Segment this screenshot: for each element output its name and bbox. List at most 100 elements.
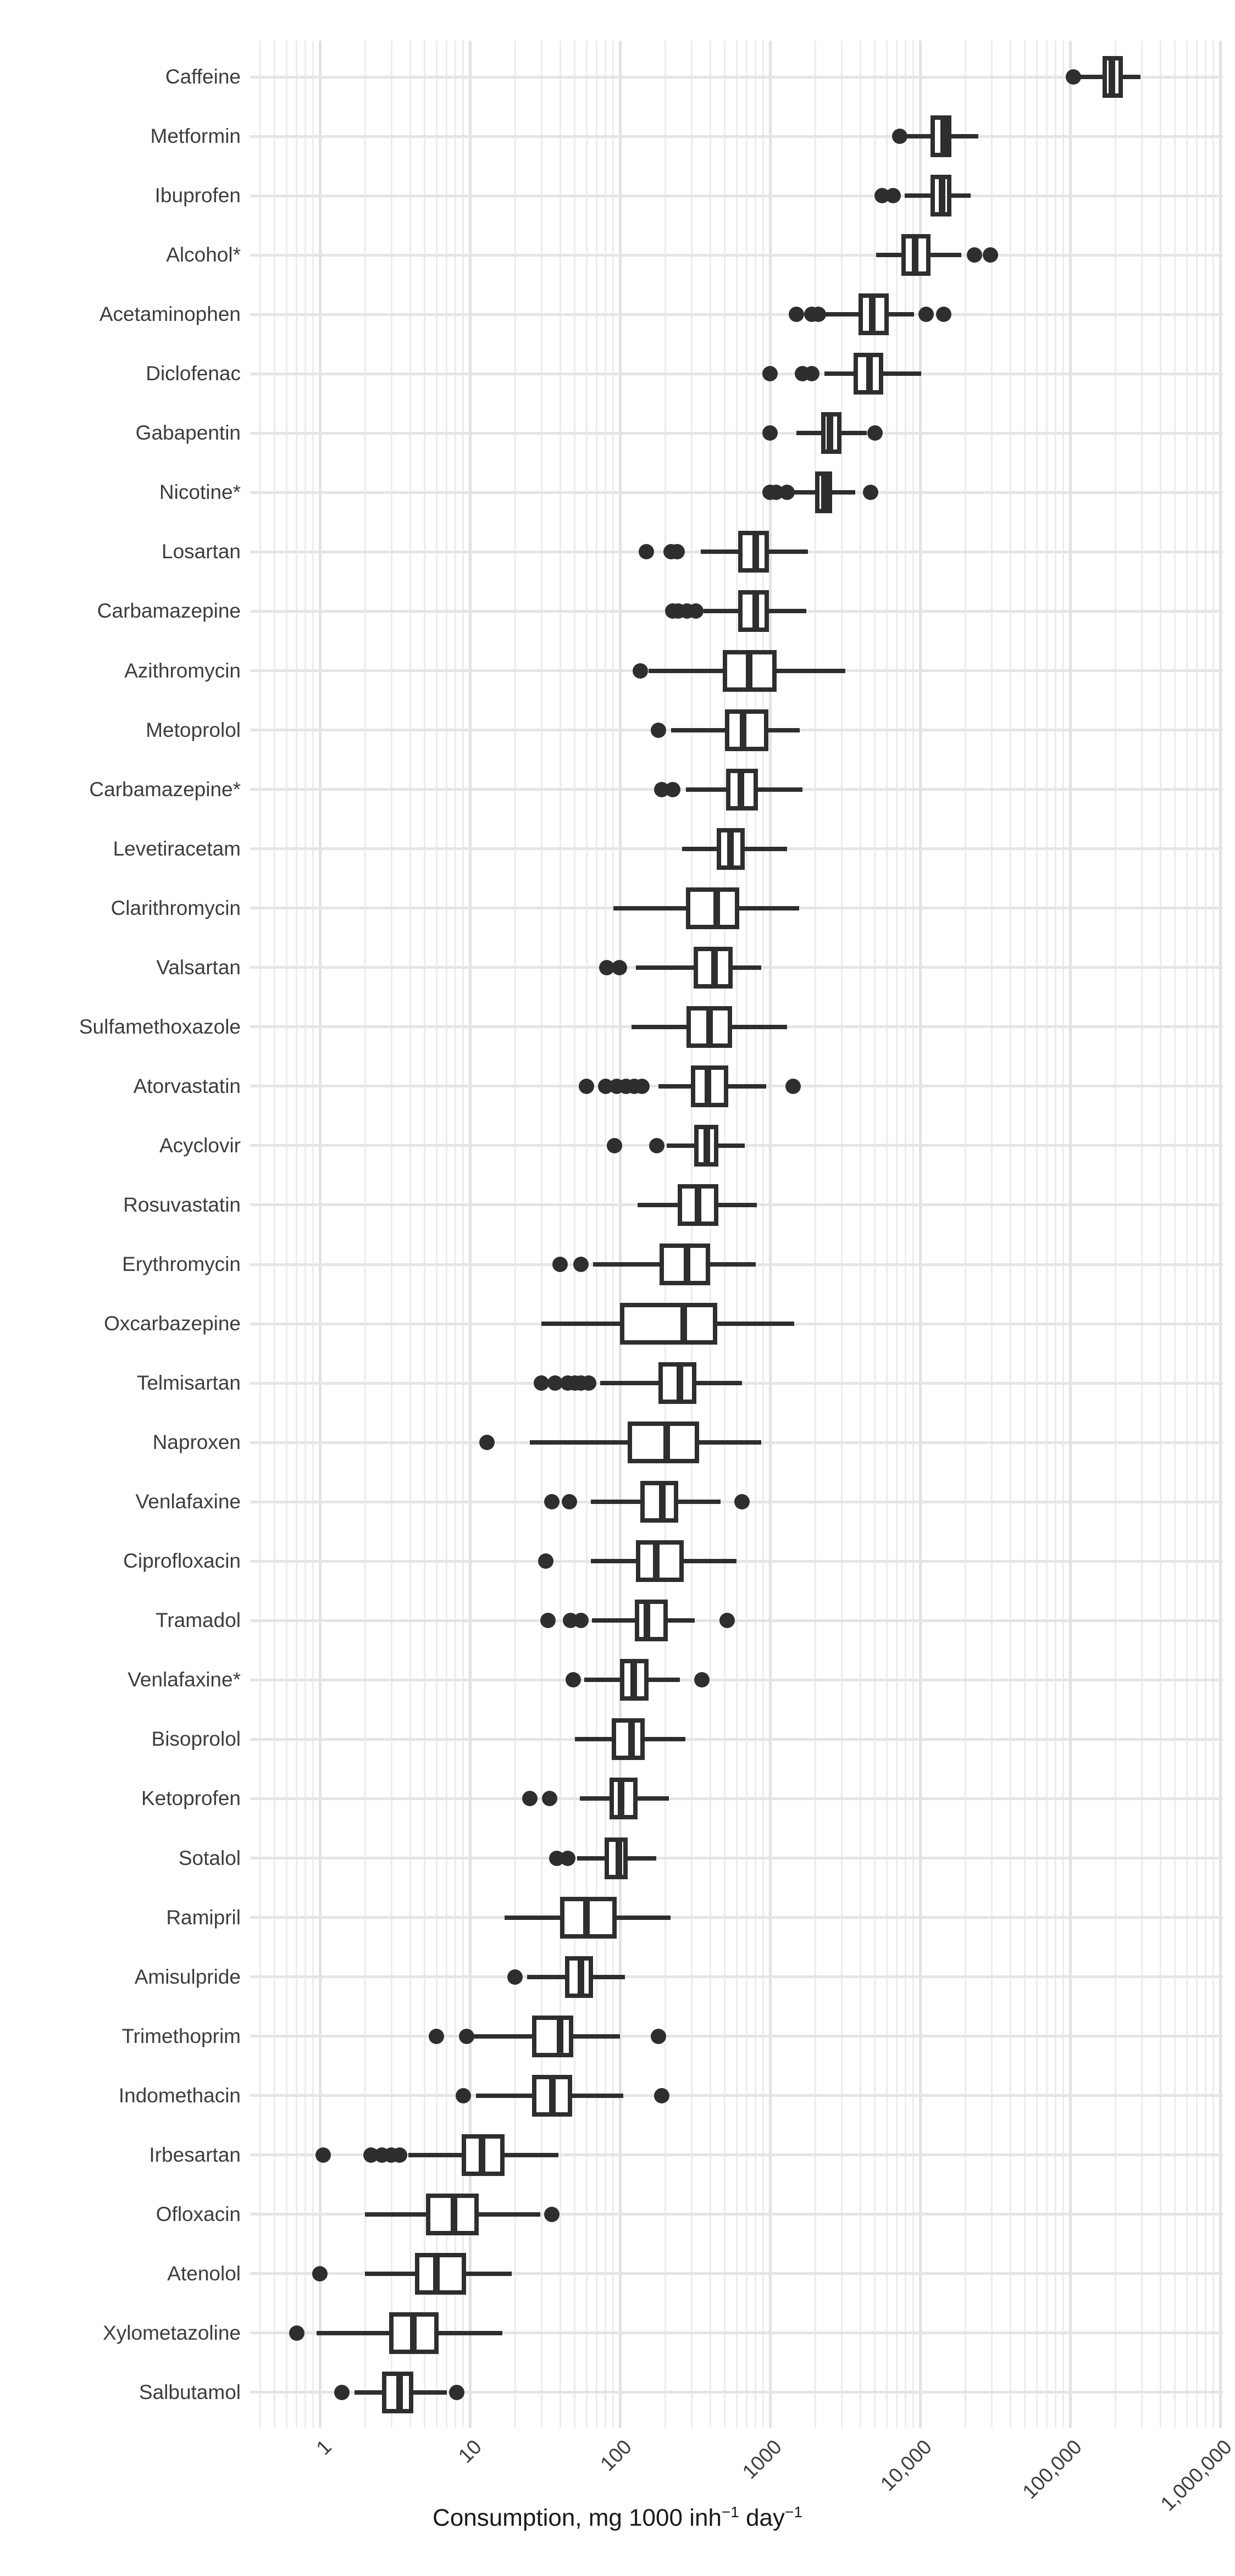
category-axis: Caffeine Metformin Ibuprofen Alcohol* Acetam… bbox=[0, 0, 247, 2568]
whisker-high bbox=[951, 134, 979, 139]
category-label: Acyclovir bbox=[159, 1134, 241, 1157]
whisker-high bbox=[757, 787, 802, 792]
median-line bbox=[680, 1303, 687, 1345]
outlier-dot bbox=[918, 307, 934, 323]
outlier-dot bbox=[458, 2028, 474, 2044]
grid-line-minor bbox=[1062, 41, 1064, 2428]
whisker-low bbox=[905, 134, 931, 139]
outlier-dot bbox=[479, 1435, 495, 1451]
row-grid-line bbox=[250, 2094, 1223, 2097]
whisker-low bbox=[584, 1678, 620, 1683]
median-line bbox=[652, 1540, 660, 1583]
whisker-low bbox=[685, 787, 727, 792]
whisker-high bbox=[841, 431, 867, 436]
grid-line-minor bbox=[1196, 41, 1198, 2428]
category-label: Venlafaxine* bbox=[128, 1668, 241, 1691]
whisker-low bbox=[600, 1381, 659, 1386]
whisker-low bbox=[1079, 75, 1103, 79]
box bbox=[628, 1422, 699, 1464]
grid-line-minor bbox=[990, 41, 993, 2428]
outlier-dot bbox=[688, 603, 704, 619]
median-line bbox=[940, 115, 948, 158]
grid-line-minor bbox=[1174, 41, 1176, 2428]
x-tick-label: 1 bbox=[312, 2435, 336, 2460]
whisker-low bbox=[824, 371, 854, 376]
outlier-dot bbox=[1065, 69, 1081, 85]
category-label: Metoprolol bbox=[146, 718, 241, 741]
category-label: Acetaminophen bbox=[99, 303, 241, 326]
median-line bbox=[557, 2015, 564, 2057]
median-line bbox=[826, 412, 833, 454]
grid-line-minor bbox=[540, 41, 542, 2428]
outlier-dot bbox=[312, 2266, 328, 2281]
grid-line-minor bbox=[1114, 41, 1116, 2428]
outlier-dot bbox=[611, 959, 627, 975]
row-grid-line bbox=[250, 1857, 1223, 1859]
whisker-low bbox=[591, 1559, 636, 1564]
whisker-high bbox=[732, 1024, 787, 1029]
grid-line-minor bbox=[724, 41, 726, 2428]
outlier-dot bbox=[522, 1791, 538, 1807]
grid-line-minor bbox=[814, 41, 816, 2428]
median-line bbox=[738, 768, 745, 810]
whisker-high bbox=[413, 2390, 447, 2395]
box bbox=[635, 1600, 668, 1642]
whisker-high bbox=[699, 1440, 762, 1445]
median-line bbox=[713, 887, 720, 929]
outlier-dot bbox=[734, 1494, 750, 1510]
whisker-low bbox=[541, 1322, 620, 1326]
whisker-high bbox=[710, 1262, 756, 1267]
whisker-low bbox=[408, 2152, 462, 2157]
whisker-high bbox=[832, 490, 856, 495]
grid-line-major bbox=[1068, 41, 1072, 2428]
category-label: Venlafaxine bbox=[135, 1490, 241, 1513]
whisker-low bbox=[577, 1856, 605, 1861]
outlier-dot bbox=[639, 544, 655, 560]
row-grid-line bbox=[250, 135, 1223, 138]
category-label: Indomethacin bbox=[118, 2084, 241, 2107]
outlier-dot bbox=[669, 544, 685, 560]
row-grid-line bbox=[250, 491, 1223, 494]
outlier-dot bbox=[429, 2028, 445, 2044]
category-label: Amisulpride bbox=[134, 1965, 241, 1988]
whisker-low bbox=[638, 1202, 678, 1207]
whisker-high bbox=[628, 1856, 656, 1861]
row-grid-line bbox=[250, 194, 1223, 197]
whisker-low bbox=[682, 846, 717, 851]
median-line bbox=[578, 1956, 585, 1998]
category-label: Nicotine* bbox=[159, 481, 241, 504]
whisker-high bbox=[644, 1737, 686, 1742]
grid-line-minor bbox=[664, 41, 666, 2428]
row-grid-line bbox=[250, 313, 1223, 316]
grid-line-minor bbox=[840, 41, 843, 2428]
whisker-high bbox=[733, 965, 762, 970]
grid-line-minor bbox=[596, 41, 598, 2428]
outlier-dot bbox=[633, 663, 649, 679]
whisker-high bbox=[439, 2330, 503, 2335]
whisker-low bbox=[476, 2093, 533, 2098]
median-line bbox=[478, 2134, 485, 2176]
grid-line-minor bbox=[435, 41, 437, 2428]
whisker-high bbox=[592, 1974, 625, 1979]
outlier-dot bbox=[315, 2147, 331, 2163]
grid-line-minor bbox=[1159, 41, 1161, 2428]
grid-line-minor bbox=[912, 41, 914, 2428]
whisker-high bbox=[573, 2034, 620, 2039]
median-line bbox=[868, 293, 876, 336]
whisker-high bbox=[504, 2152, 559, 2157]
whisker-low bbox=[703, 609, 739, 614]
outlier-dot bbox=[607, 1137, 623, 1153]
category-label: Telmisartan bbox=[136, 1372, 241, 1395]
category-label: Carbamazepine bbox=[97, 599, 241, 623]
whisker-low bbox=[876, 253, 901, 258]
category-label: Irbesartan bbox=[149, 2143, 241, 2166]
outlier-dot bbox=[863, 485, 879, 501]
category-label: Bisoprolol bbox=[151, 1728, 241, 1751]
outlier-dot bbox=[392, 2147, 408, 2163]
outlier-dot bbox=[649, 1137, 665, 1153]
x-axis-title-text: Consumption, mg 1000 inh bbox=[433, 2504, 722, 2531]
grid-line-minor bbox=[735, 41, 738, 2428]
outlier-dot bbox=[966, 247, 982, 263]
grid-line-minor bbox=[605, 41, 607, 2428]
